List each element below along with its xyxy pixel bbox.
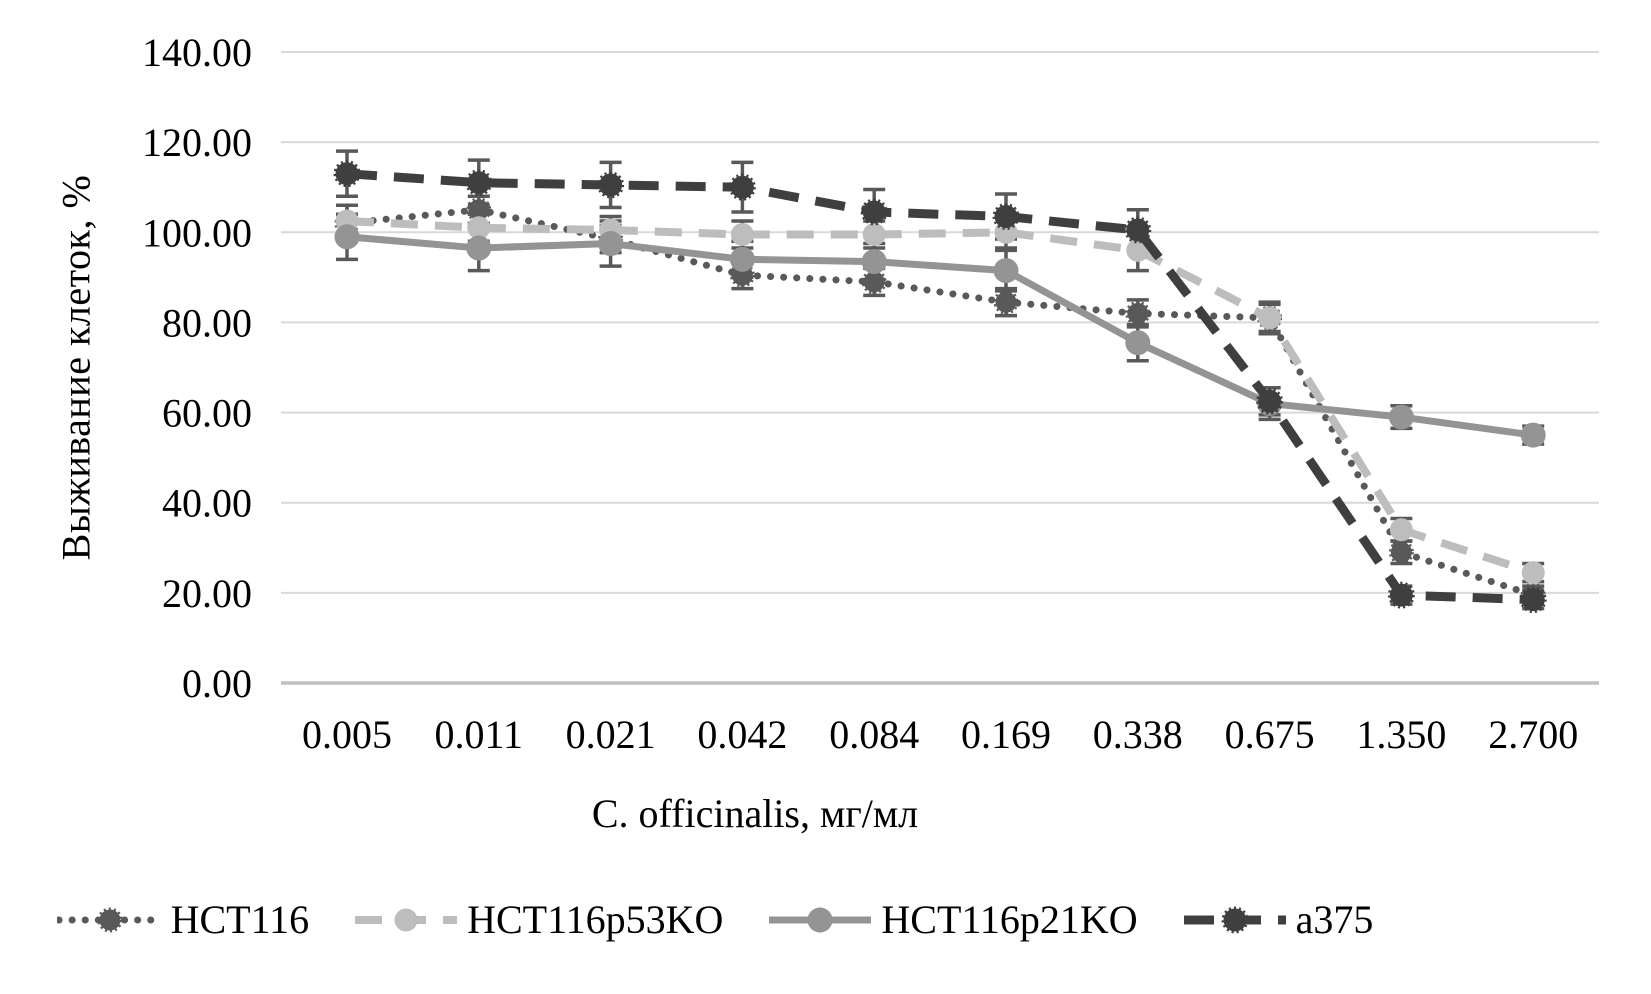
marker-a375 bbox=[1256, 387, 1284, 415]
marker-HCT116p21KO bbox=[1125, 330, 1151, 356]
plot-area: 0.00 20.00 40.00 60.00 80.00 100.00 120.00 140.… bbox=[142, 30, 1599, 757]
x-tick-label: 0.021 bbox=[566, 712, 656, 757]
legend-marker-HCT116p21KO bbox=[807, 907, 833, 933]
legend-item-HCT116p21KO: HCT116p21KO bbox=[767, 897, 1138, 942]
legend-label: HCT116p53KO bbox=[467, 897, 724, 942]
marker-HCT116 bbox=[1388, 539, 1414, 565]
legend-item-a375: a375 bbox=[1182, 897, 1374, 942]
x-tick-label: 0.005 bbox=[302, 712, 392, 757]
legend-marker-a375 bbox=[1221, 906, 1249, 934]
y-tick-label: 60.00 bbox=[162, 391, 252, 436]
marker-HCT116p21KO bbox=[1388, 404, 1414, 430]
legend: HCT116 HCT116p53KO HCT116p21KO a375 bbox=[0, 898, 1430, 942]
legend-marker-HCT116p53KO bbox=[394, 908, 418, 932]
y-tick-label: 40.00 bbox=[162, 481, 252, 526]
x-tick-label: 1.350 bbox=[1356, 712, 1446, 757]
x-tick-label: 2.700 bbox=[1488, 712, 1578, 757]
y-tick-label: 140.00 bbox=[142, 30, 252, 75]
marker-HCT116 bbox=[1125, 300, 1151, 326]
x-tick-label: 0.084 bbox=[829, 712, 919, 757]
marker-HCT116p53KO bbox=[1521, 561, 1545, 585]
legend-item-HCT116: HCT116 bbox=[56, 897, 310, 942]
marker-HCT116p53KO bbox=[1258, 306, 1282, 330]
marker-a375 bbox=[992, 203, 1020, 231]
legend-label: a375 bbox=[1295, 897, 1374, 942]
legend-key-a375 bbox=[1183, 906, 1286, 934]
legend-item-HCT116p53KO: HCT116p53KO bbox=[353, 898, 723, 942]
series-line-a375 bbox=[346, 169, 1534, 605]
marker-a375 bbox=[728, 173, 756, 201]
y-tick-label: 20.00 bbox=[162, 571, 252, 616]
x-tick-label: 0.011 bbox=[435, 712, 524, 757]
legend-key-HCT116p53KO bbox=[355, 908, 458, 932]
marker-a375 bbox=[597, 171, 625, 199]
series-line-HCT116p53KO bbox=[346, 217, 1535, 577]
legend-marker-HCT116 bbox=[97, 907, 123, 933]
marker-HCT116p53KO bbox=[994, 220, 1018, 244]
y-tick-label: 80.00 bbox=[162, 300, 252, 345]
marker-a375 bbox=[333, 160, 361, 188]
y-tick-label: 120.00 bbox=[142, 120, 252, 165]
marker-HCT116p21KO bbox=[466, 235, 492, 261]
marker-a375 bbox=[1124, 216, 1152, 244]
legend-label: HCT116p21KO bbox=[881, 897, 1138, 942]
marker-HCT116 bbox=[861, 269, 887, 295]
marker-HCT116p21KO bbox=[993, 258, 1019, 284]
marker-HCT116 bbox=[993, 289, 1019, 315]
marker-HCT116p21KO bbox=[334, 224, 360, 250]
x-tick-label: 0.042 bbox=[697, 712, 787, 757]
legend-key-HCT116 bbox=[56, 907, 163, 933]
marker-HCT116p21KO bbox=[1520, 422, 1546, 448]
marker-HCT116p53KO bbox=[467, 216, 491, 240]
series-line-HCT116 bbox=[343, 206, 1537, 599]
series-line-HCT116p21KO bbox=[346, 233, 1534, 439]
marker-HCT116p21KO bbox=[729, 246, 755, 272]
marker-HCT116p21KO bbox=[861, 249, 887, 275]
marker-a375 bbox=[860, 198, 888, 226]
x-tick-label: 0.338 bbox=[1093, 712, 1183, 757]
marker-a375 bbox=[1519, 586, 1547, 614]
x-tick-label: 0.675 bbox=[1225, 712, 1315, 757]
marker-a375 bbox=[1387, 581, 1415, 609]
marker-HCT116p53KO bbox=[1389, 518, 1413, 542]
legend-key-HCT116p21KO bbox=[769, 907, 872, 933]
legend-label: HCT116 bbox=[170, 897, 310, 942]
marker-HCT116p53KO bbox=[730, 223, 754, 247]
marker-HCT116p21KO bbox=[598, 231, 624, 257]
marker-a375 bbox=[465, 169, 493, 197]
marker-HCT116p53KO bbox=[862, 223, 886, 247]
y-tick-label: 0.00 bbox=[182, 661, 252, 706]
x-tick-label: 0.169 bbox=[961, 712, 1051, 757]
x-axis-title: C. officinalis, мг/мл bbox=[591, 791, 919, 836]
y-tick-label: 100.00 bbox=[142, 210, 252, 255]
